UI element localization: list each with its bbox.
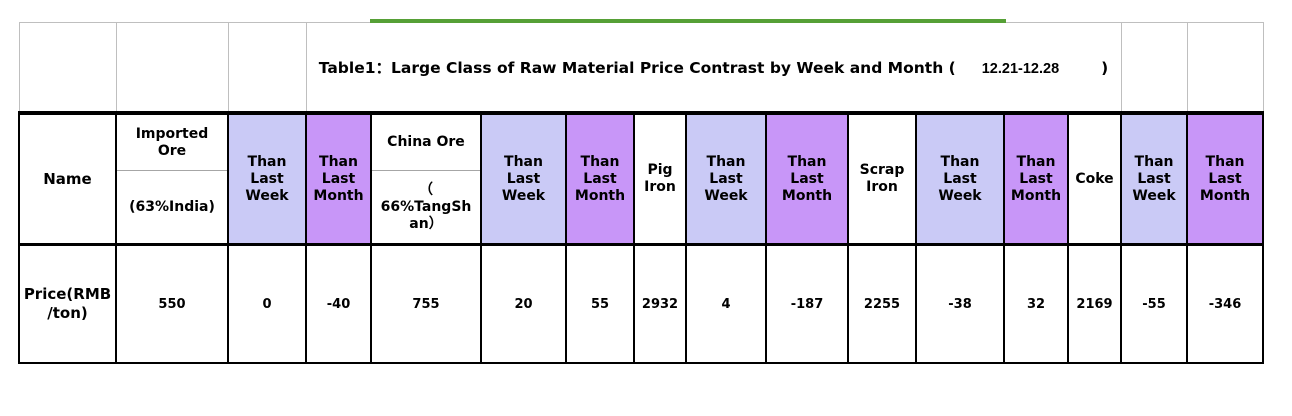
- row-label-cell[interactable]: Price(RMB /ton): [18, 243, 117, 364]
- china-ore-split: China Ore （ 66%TangSh an）: [373, 117, 479, 242]
- header-than-last-week-scrap-iron[interactable]: Than Last Week: [915, 111, 1005, 246]
- china-ore-spec-label: （ 66%TangSh an）: [380, 181, 472, 232]
- than-last-month-label: Than Last Month: [1010, 153, 1062, 204]
- price-row-label: Price(RMB /ton): [23, 285, 112, 322]
- empty-cell[interactable]: [115, 22, 229, 114]
- value-pig-iron-vs-week[interactable]: 4: [685, 243, 767, 364]
- value-coke-vs-week[interactable]: -55: [1120, 243, 1189, 364]
- header-than-last-month-scrap-iron[interactable]: Than Last Month: [1003, 111, 1069, 246]
- header-pig-iron-cell[interactable]: Pig Iron: [633, 111, 687, 246]
- header-than-last-month-china-ore[interactable]: Than Last Month: [565, 111, 635, 246]
- than-last-week-label: Than Last Week: [938, 153, 982, 204]
- value-pig-iron-vs-month[interactable]: -187: [765, 243, 849, 364]
- header-name-cell[interactable]: Name: [18, 111, 117, 246]
- header-imported-ore-cell[interactable]: Imported Ore (63%India): [115, 111, 229, 246]
- header-than-last-week-pig-iron[interactable]: Than Last Week: [685, 111, 767, 246]
- than-last-month-label: Than Last Month: [1199, 153, 1251, 204]
- header-than-last-month-imported-ore[interactable]: Than Last Month: [305, 111, 372, 246]
- value-scrap-iron-vs-month[interactable]: 32: [1003, 243, 1069, 364]
- header-than-last-month-pig-iron[interactable]: Than Last Month: [765, 111, 849, 246]
- title-close-paren: ): [1101, 59, 1109, 77]
- value-china-ore-price[interactable]: 755: [370, 243, 482, 364]
- header-coke-cell[interactable]: Coke: [1066, 111, 1123, 246]
- header-row: Name Imported Ore (63%India) Than Last W…: [18, 111, 1265, 246]
- title-period: 12.21-12.28: [981, 61, 1060, 77]
- header-than-last-week-china-ore[interactable]: Than Last Week: [480, 111, 567, 246]
- header-name-label: Name: [43, 169, 92, 188]
- than-last-month-label: Than Last Month: [313, 153, 364, 204]
- than-last-week-label: Than Last Week: [704, 153, 748, 204]
- imported-ore-spec: (63%India): [118, 171, 226, 242]
- header-than-last-month-coke[interactable]: Than Last Month: [1186, 111, 1265, 246]
- imported-ore-label: Imported Ore: [135, 125, 209, 159]
- value-coke-vs-month[interactable]: -346: [1186, 243, 1265, 364]
- than-last-month-label: Than Last Month: [574, 153, 626, 204]
- coke-label: Coke: [1075, 170, 1114, 187]
- value-pig-iron-price[interactable]: 2932: [633, 243, 687, 364]
- value-scrap-iron-vs-week[interactable]: -38: [915, 243, 1005, 364]
- value-imported-ore-vs-month[interactable]: -40: [305, 243, 372, 364]
- value-imported-ore-vs-week[interactable]: 0: [227, 243, 307, 364]
- than-last-week-label: Than Last Week: [245, 153, 289, 204]
- than-last-month-label: Than Last Month: [781, 153, 833, 204]
- imported-ore-material: Imported Ore: [118, 117, 226, 171]
- china-ore-label: China Ore: [387, 134, 465, 150]
- title-row: Table1：Large Class of Raw Material Price…: [18, 22, 1264, 114]
- table-title-cell[interactable]: Table1：Large Class of Raw Material Price…: [305, 22, 1122, 114]
- header-than-last-week-imported-ore[interactable]: Than Last Week: [227, 111, 307, 246]
- empty-cell[interactable]: [1186, 22, 1264, 114]
- than-last-week-label: Than Last Week: [1132, 153, 1176, 204]
- table-title-text: Table1：Large Class of Raw Material Price…: [318, 59, 956, 77]
- value-scrap-iron-price[interactable]: 2255: [847, 243, 917, 364]
- header-china-ore-cell[interactable]: China Ore （ 66%TangSh an）: [370, 111, 482, 246]
- empty-cell[interactable]: [18, 22, 117, 114]
- imported-ore-split: Imported Ore (63%India): [118, 117, 226, 242]
- value-coke-price[interactable]: 2169: [1066, 243, 1123, 364]
- green-accent-line: [370, 19, 1006, 23]
- price-row: Price(RMB /ton) 550 0 -40 755 20 55 2932…: [18, 243, 1265, 364]
- header-than-last-week-coke[interactable]: Than Last Week: [1120, 111, 1189, 246]
- than-last-week-label: Than Last Week: [501, 153, 546, 204]
- imported-ore-spec-label: (63%India): [129, 198, 215, 215]
- empty-cell[interactable]: [1120, 22, 1188, 114]
- value-china-ore-vs-week[interactable]: 20: [480, 243, 567, 364]
- china-ore-spec: （ 66%TangSh an）: [373, 171, 479, 242]
- header-scrap-iron-cell[interactable]: Scrap Iron: [847, 111, 917, 246]
- raw-material-price-table: Table1：Large Class of Raw Material Price…: [18, 22, 1265, 364]
- value-china-ore-vs-month[interactable]: 55: [565, 243, 635, 364]
- value-imported-ore-price[interactable]: 550: [115, 243, 229, 364]
- scrap-iron-label: Scrap Iron: [859, 162, 905, 195]
- china-ore-material: China Ore: [373, 117, 479, 171]
- empty-cell[interactable]: [227, 22, 307, 114]
- pig-iron-label: Pig Iron: [644, 162, 676, 195]
